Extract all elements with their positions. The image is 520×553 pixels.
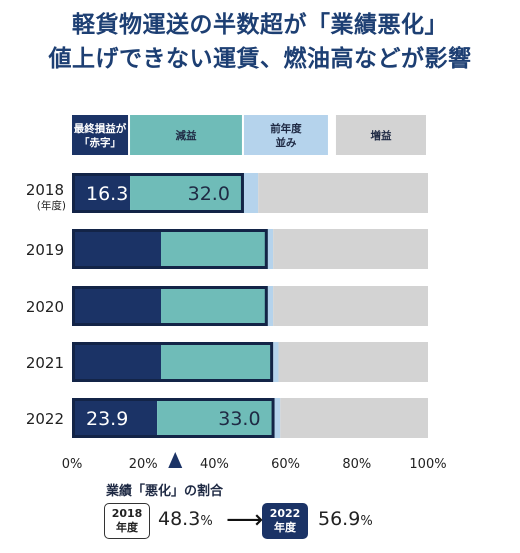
bar-2022-series-3 [280,398,428,438]
x-tick-1: 20% [129,457,158,472]
legend-label-1-0: 減益 [175,129,196,142]
to-year: 2022 [269,507,301,520]
legend-label-0-0: 最終損益が [74,122,127,135]
bar-2019-series-0 [72,229,161,269]
legend-swatch-3 [335,115,426,155]
summary-label: 業績「悪化」の割合 [106,484,224,499]
category-unit-label: (年度) [37,199,66,212]
x-tick-5: 100% [409,457,446,472]
from-pct-sign: % [200,514,213,529]
bar-2020-series-3 [273,286,428,326]
x-tick-0: 0% [62,457,83,472]
legend-label-2-0: 前年度 [270,122,302,135]
bar-2019-series-3 [273,229,428,269]
bar-2022-series-2 [274,398,281,438]
from-year: 2018 [111,507,143,520]
data-label-2018-0: 16.3 [86,183,128,205]
bar-2018-series-2 [243,173,259,213]
worsened-outline-2019 [72,229,268,269]
legend-swatch-2 [243,115,328,155]
to-value: 56.9 [318,508,361,530]
bar-2018-series-3 [258,173,428,213]
worsened-outline-2020 [72,286,268,326]
worsened-outline-2021 [72,342,274,382]
chart-title: 軽貨物運送の半数超が「業績悪化」 値上げできない運賃、燃油高などが影響 [0,8,520,76]
to-percentage: 56.9% [318,508,373,530]
bar-2022-series-1 [157,398,275,438]
bar-2018-series-0 [72,173,131,213]
legend-swatch-1 [130,115,242,155]
bar-2021-series-2 [273,342,279,382]
legend-swatch-0 [72,115,129,155]
to-pct-sign: % [360,514,373,529]
category-label-2020: 2020 [26,298,64,316]
x-tick-2: 40% [200,457,229,472]
legend-label-0-1: 「赤字」 [79,136,121,149]
to-year-unit: 年度 [274,521,296,534]
category-label-2018: 2018 [26,181,64,199]
bar-2020-series-0 [72,286,161,326]
bar-2021-series-0 [72,342,161,382]
category-label-2021: 2021 [26,354,64,372]
legend-label-3-0: 増益 [370,129,391,142]
worsened-outline-2022 [72,398,275,438]
category-label-2022: 2022 [26,410,64,428]
legend-label-2-1: 並み [275,136,296,149]
right-arrow-icon: ⟶ [226,505,264,535]
worsened-outline-2018 [72,173,244,213]
bar-2018-series-1 [130,173,244,213]
data-label-2022-1: 33.0 [218,408,260,430]
bar-2020-series-1 [161,286,268,326]
data-label-2018-1: 32.0 [188,183,230,205]
from-year-unit: 年度 [116,521,138,534]
from-value: 48.3 [158,508,201,530]
bar-2021-series-3 [278,342,428,382]
bar-2022-series-0 [72,398,158,438]
category-label-2019: 2019 [26,241,64,259]
data-label-2022-0: 23.9 [86,408,128,430]
from-percentage: 48.3% [158,508,213,530]
marker-triangle-icon [168,452,183,468]
from-year-badge: 2018 年度 [104,503,150,539]
x-tick-4: 80% [342,457,371,472]
bar-2019-series-1 [161,229,268,269]
bar-2021-series-1 [161,342,274,382]
title-line-2: 値上げできない運賃、燃油高などが影響 [48,46,472,72]
title-line-1: 軽貨物運送の半数超が「業績悪化」 [72,12,448,38]
x-tick-3: 60% [271,457,300,472]
bar-2019-series-2 [267,229,274,269]
bar-2020-series-2 [267,286,274,326]
to-year-badge: 2022 年度 [262,503,308,539]
